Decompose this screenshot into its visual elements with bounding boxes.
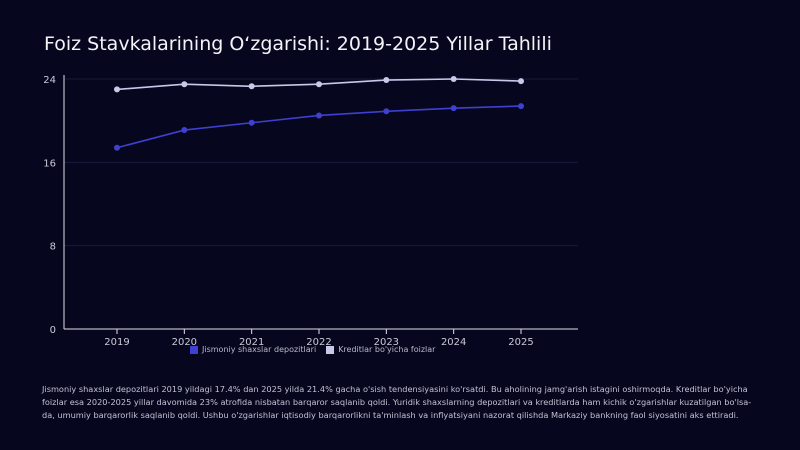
data-point-s1-2021 bbox=[248, 83, 255, 90]
y-tick-label-0: 0 bbox=[50, 325, 56, 336]
x-tick-label-2025: 2025 bbox=[508, 337, 533, 348]
axis-layer: 0 8 16 24 2019 2020 2021 2022 2023 2024 2025 bbox=[43, 75, 578, 348]
legend-label-deposits: Jismoniy shaxslar depozitlari bbox=[202, 345, 317, 354]
legend: Jismoniy shaxslar depozitlari Kreditlar … bbox=[190, 345, 435, 354]
data-point-s0-2025 bbox=[518, 103, 524, 110]
x-tick-label-2019: 2019 bbox=[104, 337, 129, 348]
data-point-s1-2020 bbox=[181, 81, 188, 88]
data-point-s0-2023 bbox=[383, 108, 390, 115]
legend-item-loans[interactable]: Kreditlar bo'yicha foizlar bbox=[326, 345, 435, 354]
series-line-0 bbox=[116, 105, 522, 149]
data-point-s0-2021 bbox=[248, 119, 255, 126]
x-tick-label-2023: 2023 bbox=[374, 337, 399, 348]
legend-swatch-loans bbox=[326, 345, 335, 354]
legend-label-loans: Kreditlar bo'yicha foizlar bbox=[338, 345, 436, 354]
y-tick-label-24: 24 bbox=[43, 75, 56, 86]
data-point-s1-2022 bbox=[316, 81, 322, 88]
y-tick-label-16: 16 bbox=[43, 158, 56, 169]
x-tick-label-2020: 2020 bbox=[172, 337, 197, 348]
data-point-s1-2023 bbox=[383, 77, 390, 84]
data-point-s1-2025 bbox=[518, 78, 524, 85]
data-point-s0-2024 bbox=[450, 105, 457, 112]
data-point-s0-2020 bbox=[181, 127, 188, 134]
y-tick-label-8: 8 bbox=[50, 242, 56, 253]
data-point-s1-2024 bbox=[450, 76, 457, 82]
data-point-s0-2019 bbox=[114, 144, 120, 151]
grid-layer bbox=[64, 78, 578, 247]
data-point-s0-2022 bbox=[316, 112, 322, 119]
series-layer bbox=[114, 76, 524, 151]
x-tick-label-2024: 2024 bbox=[441, 337, 466, 348]
legend-item-deposits[interactable]: Jismoniy shaxslar depozitlari bbox=[190, 345, 316, 354]
chart-title: Foiz Stavkalarining O‘zgarishi: 2019-202… bbox=[44, 33, 552, 55]
legend-swatch-deposits bbox=[190, 345, 198, 354]
data-point-s1-2019 bbox=[114, 86, 120, 93]
x-tick-label-2021: 2021 bbox=[239, 337, 264, 348]
chart-description: Jismoniy shaxslar depozitlari 2019 yilda… bbox=[42, 384, 752, 420]
x-tick-label-2022: 2022 bbox=[306, 337, 331, 348]
